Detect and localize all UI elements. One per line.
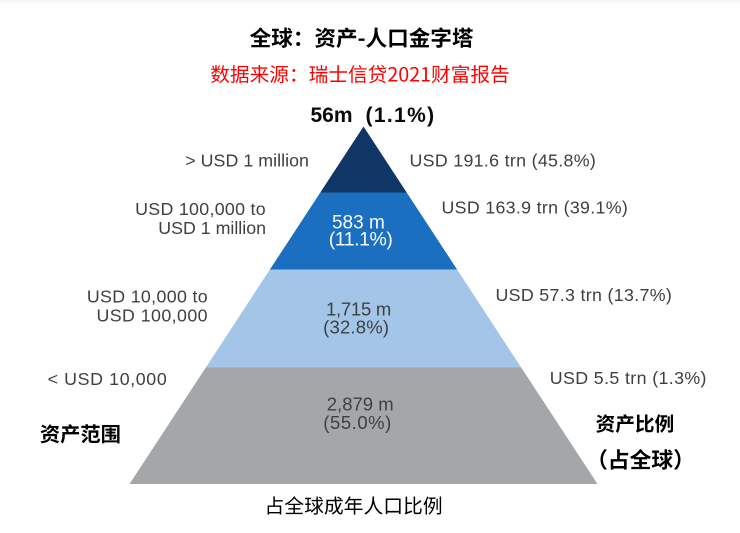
svg-text:> USD 1 million: > USD 1 million <box>185 151 309 171</box>
svg-text:USD 191.6 trn (45.8%): USD 191.6 trn (45.8%) <box>410 150 597 170</box>
svg-text:56m: 56m <box>311 104 353 127</box>
svg-text:< USD 10,000: < USD 10,000 <box>48 369 168 389</box>
svg-text:(55.0%): (55.0%) <box>323 412 392 433</box>
svg-text:(1.1%): (1.1%) <box>366 104 436 127</box>
svg-text:2,879 m: 2,879 m <box>327 393 394 414</box>
svg-text:USD 1 million: USD 1 million <box>158 218 266 238</box>
svg-text:USD 57.3 trn (13.7%): USD 57.3 trn (13.7%) <box>496 285 673 305</box>
svg-text:USD 5.5 trn (1.3%): USD 5.5 trn (1.3%) <box>550 368 707 388</box>
svg-text:USD 10,000 to: USD 10,000 to <box>87 287 208 307</box>
svg-text:USD 163.9 trn (39.1%): USD 163.9 trn (39.1%) <box>442 197 629 217</box>
svg-text:(32.8%): (32.8%) <box>323 316 389 337</box>
svg-text:1,715 m: 1,715 m <box>326 298 391 319</box>
svg-text:USD 100,000 to: USD 100,000 to <box>135 199 266 219</box>
svg-text:(11.1%): (11.1%) <box>329 228 393 250</box>
svg-text:USD 100,000: USD 100,000 <box>97 306 209 326</box>
svg-text:583 m: 583 m <box>332 212 385 233</box>
